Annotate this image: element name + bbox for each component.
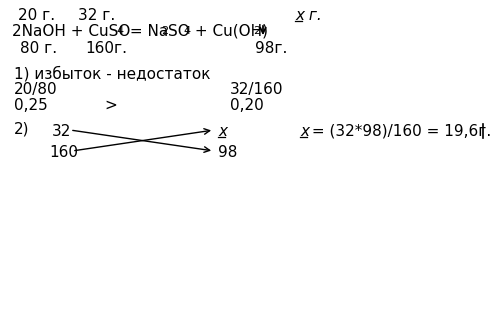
Text: 80 г.: 80 г.	[20, 41, 57, 56]
Text: 2): 2)	[14, 121, 29, 136]
Text: 4: 4	[116, 26, 123, 36]
Text: 160г.: 160г.	[85, 41, 127, 56]
Text: 32 г.: 32 г.	[78, 8, 115, 23]
Text: SO: SO	[168, 24, 190, 39]
Text: x г.: x г.	[295, 8, 322, 23]
Text: + Cu(OH): + Cu(OH)	[190, 24, 268, 39]
Text: 0,20: 0,20	[230, 98, 264, 113]
Text: x: x	[300, 124, 309, 139]
Text: = (32*98)/160 = 19,6г.: = (32*98)/160 = 19,6г.	[307, 124, 490, 139]
Text: 1) избыток - недостаток: 1) избыток - недостаток	[14, 66, 211, 82]
Text: 32: 32	[52, 124, 72, 139]
Text: x: x	[218, 124, 227, 139]
Text: = Na: = Na	[125, 24, 168, 39]
Text: 0,25: 0,25	[14, 98, 48, 113]
Text: 2: 2	[253, 26, 260, 36]
Text: 98г.: 98г.	[255, 41, 287, 56]
Text: 20 г.: 20 г.	[18, 8, 55, 23]
Text: 2NaOH + CuSO: 2NaOH + CuSO	[12, 24, 130, 39]
Text: 98: 98	[218, 145, 237, 160]
Text: 32/160: 32/160	[230, 82, 284, 97]
Text: 160: 160	[49, 145, 78, 160]
Text: 20/80: 20/80	[14, 82, 58, 97]
Text: >: >	[104, 98, 117, 113]
Text: 2: 2	[161, 26, 168, 36]
Text: 4: 4	[183, 26, 190, 36]
